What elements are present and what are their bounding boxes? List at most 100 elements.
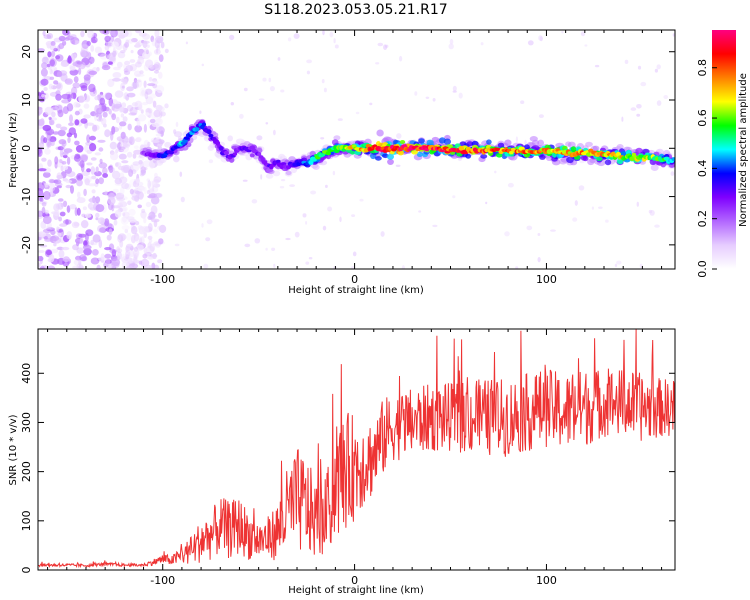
spectrogram-ridge-cell: [174, 131, 183, 138]
spectrogram-noise-cell: [39, 266, 45, 269]
spectrogram-noise-cell: [88, 83, 96, 93]
spectrogram-speck: [260, 174, 263, 180]
spectrogram-noise-cell: [104, 218, 110, 227]
colorbar-tick-label: 0.8: [696, 59, 709, 77]
spectrogram-speck: [425, 96, 430, 100]
spectrogram-noise-cell: [119, 30, 129, 38]
spectrogram-noise-cell: [61, 140, 67, 147]
spectrogram-noise-cell: [57, 232, 62, 238]
spectrogram-noise-cell: [61, 246, 70, 251]
spectrogram-noise-cell: [120, 164, 130, 174]
spectrogram-noise-cell: [126, 265, 134, 269]
spectrogram-noise-cell: [122, 116, 128, 122]
spectrogram-ridge-cell: [325, 151, 331, 156]
spectrogram-noise-cell: [68, 127, 77, 135]
spectrogram-noise-cell: [111, 170, 121, 180]
spectrogram-noise-cell: [157, 225, 164, 231]
spectrogram-noise-cell: [125, 39, 130, 45]
spectrogram-ridge-cell: [173, 155, 180, 163]
spectrogram-noise-cell: [44, 148, 51, 155]
spectrogram-noise-cell: [101, 64, 111, 71]
spectrogram-noise-cell: [112, 77, 121, 82]
spectrogram-noise-cell: [40, 68, 48, 77]
spectrogram-noise-cell: [50, 187, 54, 197]
spectrogram-noise-cell: [128, 38, 134, 44]
spectrogram-noise-cell: [148, 211, 156, 220]
spectrogram-noise-cell: [74, 110, 80, 116]
spectrogram-ridge-cell: [164, 141, 172, 148]
spectrogram-noise-cell: [150, 196, 160, 205]
spectrogram-noise-cell: [139, 173, 144, 177]
spectrogram-noise-cell: [40, 118, 45, 126]
spectrogram-noise-cell: [132, 248, 140, 258]
spectrogram-noise-cell: [127, 123, 132, 131]
spectrogram-speck: [448, 43, 454, 50]
spectrogram-noise-cell: [122, 206, 128, 212]
spectrogram-speck: [395, 164, 401, 167]
spectrogram-noise-cell: [41, 56, 49, 64]
spectrogram-noise-cell: [114, 162, 122, 168]
snr-y-tick-label: 100: [20, 510, 33, 531]
spectrogram-noise-cell: [46, 227, 56, 232]
spectrogram-noise-cell: [135, 61, 142, 68]
spectrogram-noise-cell: [116, 248, 123, 253]
spectrogram-ridge-cell: [539, 154, 546, 160]
spectrogram-noise-cell: [133, 145, 139, 149]
spectrogram-ridge-cell: [194, 126, 200, 132]
spectrogram-noise-cell: [114, 177, 123, 185]
spectrogram-noise-cell: [152, 228, 158, 234]
spectrogram-noise-cell: [159, 224, 167, 233]
spectrogram-noise-cell: [75, 145, 84, 153]
spectrogram-ridge-cell: [272, 170, 281, 177]
spectrogram-noise-cell: [111, 113, 117, 121]
spectrogram-noise-cell: [124, 228, 129, 234]
spectrogram-noise-cell: [88, 197, 98, 204]
spectrogram-noise-cell: [46, 63, 51, 68]
spectrogram-noise-cell: [154, 70, 159, 74]
spectrogram-speck: [591, 206, 595, 210]
spectrogram-speck: [339, 216, 342, 223]
spectrogram-noise-cell: [73, 222, 80, 227]
spectrogram-noise-cell: [81, 213, 86, 218]
spectrogram-noise-cell: [143, 80, 147, 88]
spectrogram-noise-cell: [79, 160, 85, 168]
spectrogram-speck: [584, 44, 588, 47]
spectrogram-noise-cell: [83, 94, 91, 103]
spectrogram-noise-cell: [74, 140, 80, 146]
spectrogram-noise-cell: [97, 139, 106, 143]
spectrogram-noise-cell: [151, 218, 160, 223]
colorbar-tick-label: 0.4: [696, 160, 709, 178]
spectrogram-speck: [383, 44, 388, 50]
spectrogram-speck: [243, 87, 248, 92]
spectrogram-noise-cell: [62, 154, 68, 159]
spectrogram-speck: [203, 263, 209, 269]
spectrogram-ridge-cell: [246, 149, 252, 153]
spectrogram-ridge-cell: [466, 141, 474, 147]
colorbar-tick-label: 0.0: [696, 260, 709, 278]
spectrogram-speck: [305, 261, 310, 265]
spectrogram-speck: [401, 265, 405, 269]
spectrogram-noise-cell: [82, 244, 92, 250]
colorbar-label: Normalized spectral amplitude: [738, 73, 749, 227]
spectrogram-noise-cell: [119, 146, 126, 150]
spectrogram-noise-cell: [87, 183, 96, 187]
spectrogram-noise-cell: [57, 146, 64, 151]
spectrogram-speck: [598, 206, 603, 209]
spectrogram-noise-cell: [38, 124, 43, 130]
spectrogram-noise-cell: [154, 40, 160, 49]
spectrogram-noise-cell: [90, 45, 95, 52]
spectrogram-noise-cell: [43, 137, 48, 144]
spectrogram-speck: [630, 107, 637, 111]
spectrogram-noise-cell: [108, 164, 114, 174]
spectrogram-noise-cell: [141, 208, 146, 214]
spectrogram-noise-cell: [83, 248, 92, 256]
spectrogram-noise-cell: [94, 152, 102, 156]
spectrogram-noise-cell: [137, 57, 145, 65]
spectrogram-speck: [432, 224, 438, 228]
spectrogram-speck: [504, 231, 510, 237]
spectrogram-noise-cell: [111, 258, 121, 267]
spectrogram-noise-cell: [62, 151, 69, 155]
spectrogram-noise-cell: [147, 83, 156, 87]
spectrogram-speck: [322, 30, 325, 36]
spectrogram-speck: [640, 81, 647, 87]
